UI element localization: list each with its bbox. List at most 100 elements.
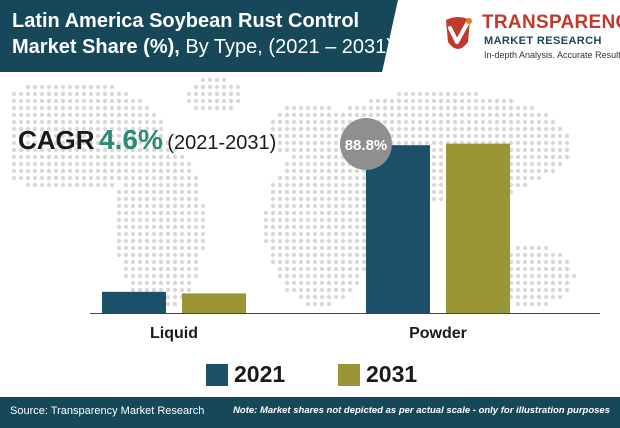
map-dot [529,259,535,265]
map-dot [277,133,283,139]
map-dot [151,252,157,258]
map-dot [431,147,437,153]
map-dot [340,280,346,286]
map-dot [179,245,185,251]
map-dot [193,105,199,111]
map-dot [123,105,129,111]
map-dot [123,182,129,188]
map-dot [291,196,297,202]
map-dot [284,224,290,230]
map-dot [74,182,80,188]
map-dot [172,203,178,209]
map-dot [32,161,38,167]
map-dot [193,91,199,97]
map-dot [445,91,451,97]
map-dot [123,252,129,258]
map-dot [466,112,472,118]
map-dot [172,182,178,188]
map-dot [501,98,507,104]
map-dot [186,217,192,223]
map-dot [340,231,346,237]
map-dot [284,238,290,244]
map-dot [221,77,227,83]
map-dot [130,154,136,160]
map-dot [326,147,332,153]
map-dot [172,266,178,272]
map-dot [333,287,339,293]
map-dot [298,126,304,132]
map-dot [319,294,325,300]
legend-swatch-2031 [338,364,360,386]
map-dot [515,245,521,251]
map-dot [130,266,136,272]
map-dot [361,266,367,272]
map-dot [88,112,94,118]
map-dot [480,133,486,139]
map-dot [116,133,122,139]
map-dot [67,161,73,167]
map-dot [291,112,297,118]
map-dot [396,91,402,97]
map-dot [319,147,325,153]
map-dot [543,133,549,139]
map-dot [109,133,115,139]
map-dot [361,245,367,251]
map-dot [25,168,31,174]
map-dot [333,273,339,279]
map-dot [347,175,353,181]
map-dot [368,98,374,104]
map-dot [319,119,325,125]
map-dot [354,266,360,272]
map-dot [172,154,178,160]
map-dot [88,126,94,132]
map-dot [564,140,570,146]
map-dot [32,126,38,132]
map-dot [480,112,486,118]
map-dot [291,189,297,195]
map-dot [284,126,290,132]
map-dot [144,161,150,167]
map-dot [116,140,122,146]
map-dot [165,273,171,279]
note-text: Note: Market shares not depicted as per … [233,405,610,416]
map-dot [60,84,66,90]
map-dot [102,140,108,146]
map-dot [165,231,171,237]
map-dot [515,301,521,307]
map-dot [543,154,549,160]
map-dot [326,105,332,111]
map-dot [60,112,66,118]
map-dot [53,91,59,97]
map-dot [172,196,178,202]
map-dot [431,112,437,118]
map-dot [319,168,325,174]
map-dot [123,119,129,125]
map-dot [214,77,220,83]
map-dot [39,175,45,181]
map-dot [102,126,108,132]
map-dot [270,203,276,209]
map-dot [305,119,311,125]
map-dot [312,112,318,118]
chart-title-line-1: Latin America Soybean Rust Control [12,10,359,33]
map-dot [193,252,199,258]
map-dot [144,210,150,216]
map-dot [284,210,290,216]
map-dot [326,238,332,244]
map-dot [144,217,150,223]
map-dot [123,91,129,97]
map-dot [137,231,143,237]
map-dot [333,238,339,244]
map-dot [550,161,556,167]
map-dot [319,252,325,258]
map-dot [137,105,143,111]
map-dot [340,252,346,258]
map-dot [543,168,549,174]
map-dot [522,119,528,125]
map-dot [102,161,108,167]
map-dot [536,112,542,118]
map-dot [550,273,556,279]
map-dot [347,259,353,265]
map-dot [326,133,332,139]
map-dot [60,175,66,181]
